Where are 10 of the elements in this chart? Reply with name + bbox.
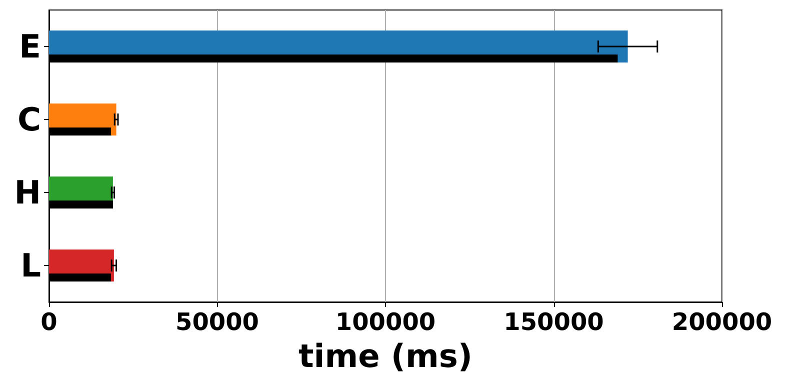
x-tick-label: 50000 bbox=[176, 308, 259, 336]
y-tick-label: H bbox=[14, 174, 41, 212]
x-tick-label: 200000 bbox=[672, 308, 772, 336]
y-tick-label: E bbox=[19, 28, 41, 66]
y-tick-label: L bbox=[20, 246, 41, 284]
x-axis-title: time (ms) bbox=[298, 337, 473, 375]
y-tick-label: C bbox=[18, 100, 41, 138]
x-tick-label: 100000 bbox=[335, 308, 436, 336]
x-tick-label: 150000 bbox=[504, 308, 604, 336]
x-tick-label: 0 bbox=[40, 308, 58, 336]
